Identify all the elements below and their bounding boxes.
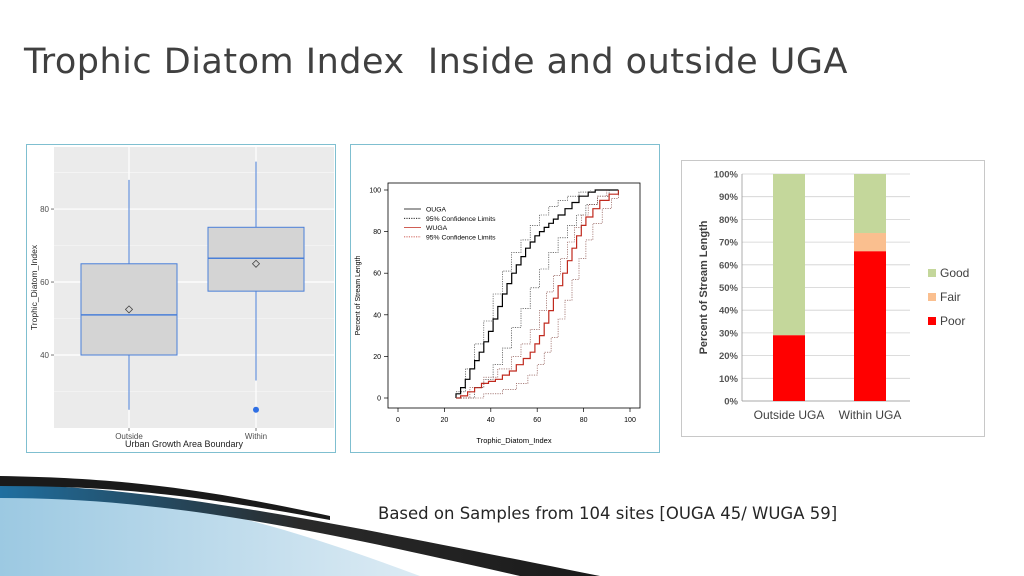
legend-label: WUGA [426,225,448,232]
x-tick-label: Within [245,432,267,441]
legend-swatch-good [928,269,936,277]
legend-label: OUGA [426,207,446,214]
bar-segment-fair [854,233,886,252]
cdf-panel: 0 20 40 60 80 100 0 20 40 60 80 100 OUGA 95% Confiden… [350,144,660,453]
cdf-chart: 0 20 40 60 80 100 0 20 40 60 80 100 OUGA 95% Confiden… [355,182,641,445]
series-line-ouga [455,189,619,398]
boxplot-panel: 40 60 80 Outside Within Urban Growth Area Bou… [26,144,336,453]
stacked-bar-panel: 0% 10% 20% 30% 40% 50% 60% 70% 80% 90% 100% Outside… [681,160,985,437]
y-tick-label: 0% [724,397,738,408]
y-tick-label: 30% [719,328,739,339]
y-tick-label: 0 [377,396,381,403]
bar-segment-good [773,174,805,336]
y-tick-label: 40 [373,312,381,319]
y-axis-label: Trophic_Diatom_Index [29,244,39,330]
y-tick-label: 50% [719,283,739,294]
ci-upper-ouga [456,190,591,393]
series-line-wuga [456,190,619,399]
legend-label: Fair [940,290,961,304]
bar-segment-good [854,174,886,234]
y-tick-label: 80 [373,229,381,236]
stacked-bar-chart: 0% 10% 20% 30% 40% 50% 60% 70% 80% 90% 100% Outside… [698,170,969,423]
x-tick-label: Outside UGA [754,408,825,422]
y-tick-label: 100 [369,188,381,195]
box-outside [80,263,178,356]
y-tick-label: 40 [40,351,49,360]
bar-segment-poor [773,335,805,401]
legend-swatch-fair [928,293,936,301]
x-tick-label: Outside [115,432,143,441]
y-tick-label: 20% [719,351,739,362]
y-tick-label: 10% [719,374,739,385]
legend-swatch-poor [928,317,936,325]
legend-label: Good [940,266,969,280]
mean-marker [251,259,261,268]
y-tick-label: 60 [40,278,49,287]
plot-frame [387,182,641,409]
x-axis-label: Trophic_Diatom_Index [476,436,551,445]
y-tick-label: 40% [719,306,739,317]
y-axis-label: Percent of Stream Length [698,220,710,354]
x-tick-label: Within UGA [839,408,902,422]
x-tick-label: 0 [396,417,400,424]
y-tick-label: 80% [719,215,739,226]
ci-lower-wuga [456,190,619,399]
y-tick-label: 100% [714,170,739,181]
x-tick-label: 80 [580,417,588,424]
mean-marker [124,305,134,314]
x-tick-label: 100 [624,417,636,424]
bar-segment-poor [854,251,886,401]
box-within [207,226,305,292]
y-tick-label: 90% [719,192,739,203]
y-tick-label: 80 [40,205,49,214]
x-axis-label: Urban Growth Area Boundary [125,439,244,449]
x-tick-label: 60 [533,417,541,424]
outlier-point [253,406,259,413]
legend-label: 95% Confidence Limits [426,234,496,241]
legend-label: 95% Confidence Limits [426,216,496,223]
x-tick-label: 40 [487,417,495,424]
slide-title: Trophic Diatom Index Inside and outside … [24,42,848,82]
decorative-swoosh [0,476,600,576]
legend-label: Poor [940,314,965,328]
footnote: Based on Samples from 104 sites [OUGA 45… [378,504,838,523]
y-tick-label: 20 [373,354,381,361]
y-tick-label: 60 [373,271,381,278]
y-tick-label: 70% [719,238,739,249]
y-axis-label: Percent of Stream Length [355,256,362,336]
ci-upper-wuga [456,190,608,399]
y-tick-label: 60% [719,260,739,271]
x-tick-label: 20 [441,417,449,424]
